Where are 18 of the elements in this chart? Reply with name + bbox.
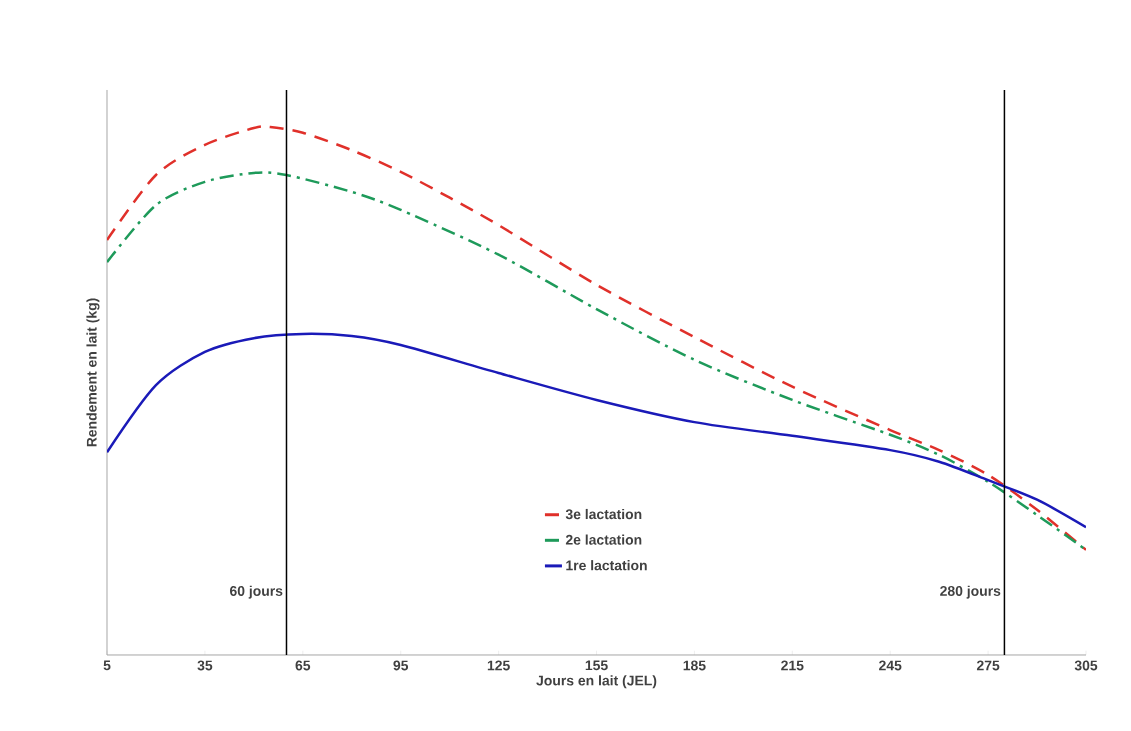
x-tick-label: 155 (585, 660, 608, 671)
y-axis-title: Rendement en lait (kg) (86, 298, 100, 447)
x-tick-label: 185 (683, 660, 706, 671)
x-tick-label: 215 (781, 660, 804, 671)
x-tick-label: 65 (295, 660, 311, 671)
x-tick-label: 275 (976, 660, 1000, 671)
legend-label: 3e lactation (565, 508, 642, 520)
ref-line-label: 60 jours (230, 585, 283, 599)
x-tick-label: 125 (487, 660, 510, 671)
x-tick-label: 245 (879, 660, 902, 671)
x-tick-label: 5 (103, 660, 111, 671)
x-tick-label: 305 (1074, 660, 1098, 671)
ref-line-label: 280 jours (940, 585, 1001, 599)
legend-label: 2e lactation (565, 534, 642, 545)
x-tick-label: 95 (393, 660, 409, 671)
x-tick-label: 35 (197, 660, 213, 671)
legend-label: 1re lactation (566, 560, 647, 571)
x-axis-title: Jours en lait (JEL) (536, 675, 657, 689)
